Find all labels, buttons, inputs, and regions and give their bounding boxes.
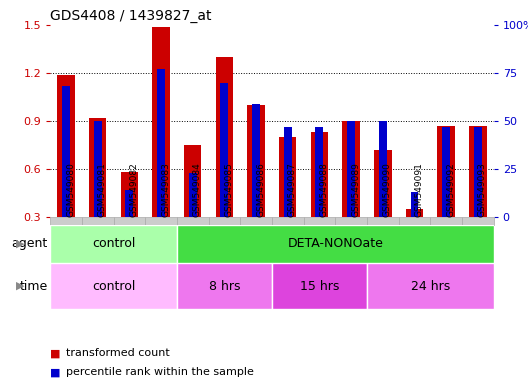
Bar <box>284 127 291 217</box>
Text: GSM549086: GSM549086 <box>256 162 265 217</box>
Text: GSM549080: GSM549080 <box>66 162 75 217</box>
Text: ▶: ▶ <box>16 281 24 291</box>
Bar <box>89 118 106 217</box>
Text: GSM549084: GSM549084 <box>193 162 202 217</box>
Bar <box>367 217 399 225</box>
Bar <box>374 150 391 217</box>
Bar <box>114 217 145 225</box>
Text: control: control <box>92 237 135 250</box>
Bar <box>184 145 202 217</box>
Text: GSM549091: GSM549091 <box>414 162 423 217</box>
Bar <box>430 217 462 225</box>
Text: 15 hrs: 15 hrs <box>300 280 339 293</box>
Text: percentile rank within the sample: percentile rank within the sample <box>66 367 254 377</box>
Text: control: control <box>92 280 135 293</box>
Bar <box>442 127 450 217</box>
Text: ■: ■ <box>50 367 61 377</box>
Text: DETA-NONOate: DETA-NONOate <box>287 237 383 250</box>
Bar <box>367 263 494 309</box>
Bar <box>177 225 494 263</box>
Bar <box>469 126 486 217</box>
Bar <box>215 57 233 217</box>
Text: GSM549082: GSM549082 <box>129 162 138 217</box>
Bar <box>310 132 328 217</box>
Bar <box>82 217 114 225</box>
Bar <box>410 192 418 217</box>
Text: GSM549083: GSM549083 <box>161 162 170 217</box>
Bar <box>406 209 423 217</box>
Bar <box>315 127 323 217</box>
Bar <box>437 126 455 217</box>
Text: transformed count: transformed count <box>66 348 169 358</box>
Text: GSM549088: GSM549088 <box>319 162 328 217</box>
Bar <box>152 26 169 217</box>
Text: GDS4408 / 1439827_at: GDS4408 / 1439827_at <box>50 8 212 23</box>
Text: ▶: ▶ <box>16 239 24 249</box>
Bar <box>247 105 265 217</box>
Bar <box>240 217 272 225</box>
Bar <box>145 217 177 225</box>
Text: 8 hrs: 8 hrs <box>209 280 240 293</box>
Bar <box>462 217 494 225</box>
Bar <box>220 83 228 217</box>
Bar <box>62 86 70 217</box>
Text: GSM549087: GSM549087 <box>288 162 297 217</box>
Bar <box>304 217 335 225</box>
Bar <box>279 137 296 217</box>
Text: time: time <box>19 280 48 293</box>
Bar <box>335 217 367 225</box>
Text: GSM549081: GSM549081 <box>98 162 107 217</box>
Bar <box>50 225 177 263</box>
Text: GSM549093: GSM549093 <box>478 162 487 217</box>
Text: GSM549090: GSM549090 <box>383 162 392 217</box>
Bar <box>177 217 209 225</box>
Bar <box>125 190 133 217</box>
Text: ■: ■ <box>50 348 61 358</box>
Bar <box>177 263 272 309</box>
Text: 24 hrs: 24 hrs <box>411 280 450 293</box>
Text: agent: agent <box>11 237 48 250</box>
Bar <box>189 173 196 217</box>
Bar <box>379 121 386 217</box>
Bar <box>50 263 177 309</box>
Bar <box>58 74 75 217</box>
Bar <box>120 172 138 217</box>
Bar <box>347 121 355 217</box>
Bar <box>50 217 82 225</box>
Bar <box>342 121 360 217</box>
Text: GSM549089: GSM549089 <box>351 162 360 217</box>
Bar <box>94 121 101 217</box>
Bar <box>252 104 260 217</box>
Bar <box>209 217 240 225</box>
Bar <box>272 263 367 309</box>
Bar <box>272 217 304 225</box>
Text: GSM549085: GSM549085 <box>224 162 233 217</box>
Bar <box>399 217 430 225</box>
Bar <box>474 127 482 217</box>
Text: GSM549092: GSM549092 <box>446 162 455 217</box>
Bar <box>157 69 165 217</box>
